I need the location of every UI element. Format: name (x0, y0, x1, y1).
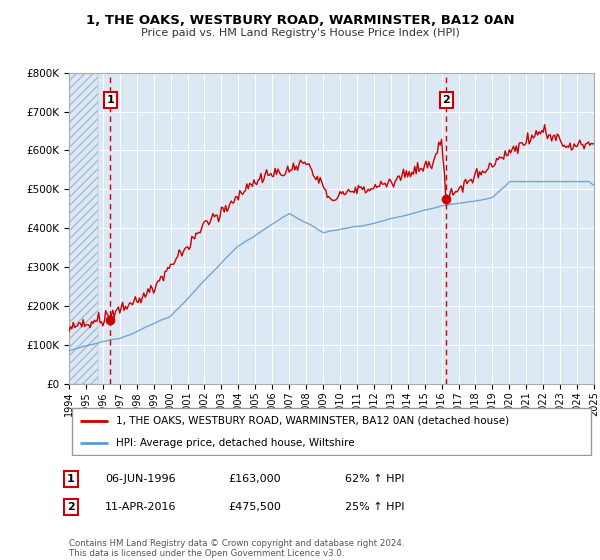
Text: Contains HM Land Registry data © Crown copyright and database right 2024.
This d: Contains HM Land Registry data © Crown c… (69, 539, 404, 558)
Bar (69, 73, 98, 384)
Text: 1, THE OAKS, WESTBURY ROAD, WARMINSTER, BA12 0AN (detached house): 1, THE OAKS, WESTBURY ROAD, WARMINSTER, … (116, 416, 509, 426)
Text: Price paid vs. HM Land Registry's House Price Index (HPI): Price paid vs. HM Land Registry's House … (140, 28, 460, 38)
Text: 1: 1 (106, 95, 114, 105)
Text: 62% ↑ HPI: 62% ↑ HPI (345, 474, 404, 484)
Text: HPI: Average price, detached house, Wiltshire: HPI: Average price, detached house, Wilt… (116, 437, 355, 447)
Text: £163,000: £163,000 (228, 474, 281, 484)
Text: 1, THE OAKS, WESTBURY ROAD, WARMINSTER, BA12 0AN: 1, THE OAKS, WESTBURY ROAD, WARMINSTER, … (86, 14, 514, 27)
FancyBboxPatch shape (71, 408, 592, 455)
Text: 11-APR-2016: 11-APR-2016 (105, 502, 176, 512)
Text: 1: 1 (67, 474, 74, 484)
Text: 06-JUN-1996: 06-JUN-1996 (105, 474, 176, 484)
Text: £475,500: £475,500 (228, 502, 281, 512)
Text: 2: 2 (442, 95, 450, 105)
Bar (69, 73, 98, 384)
Text: 2: 2 (67, 502, 74, 512)
Text: 25% ↑ HPI: 25% ↑ HPI (345, 502, 404, 512)
